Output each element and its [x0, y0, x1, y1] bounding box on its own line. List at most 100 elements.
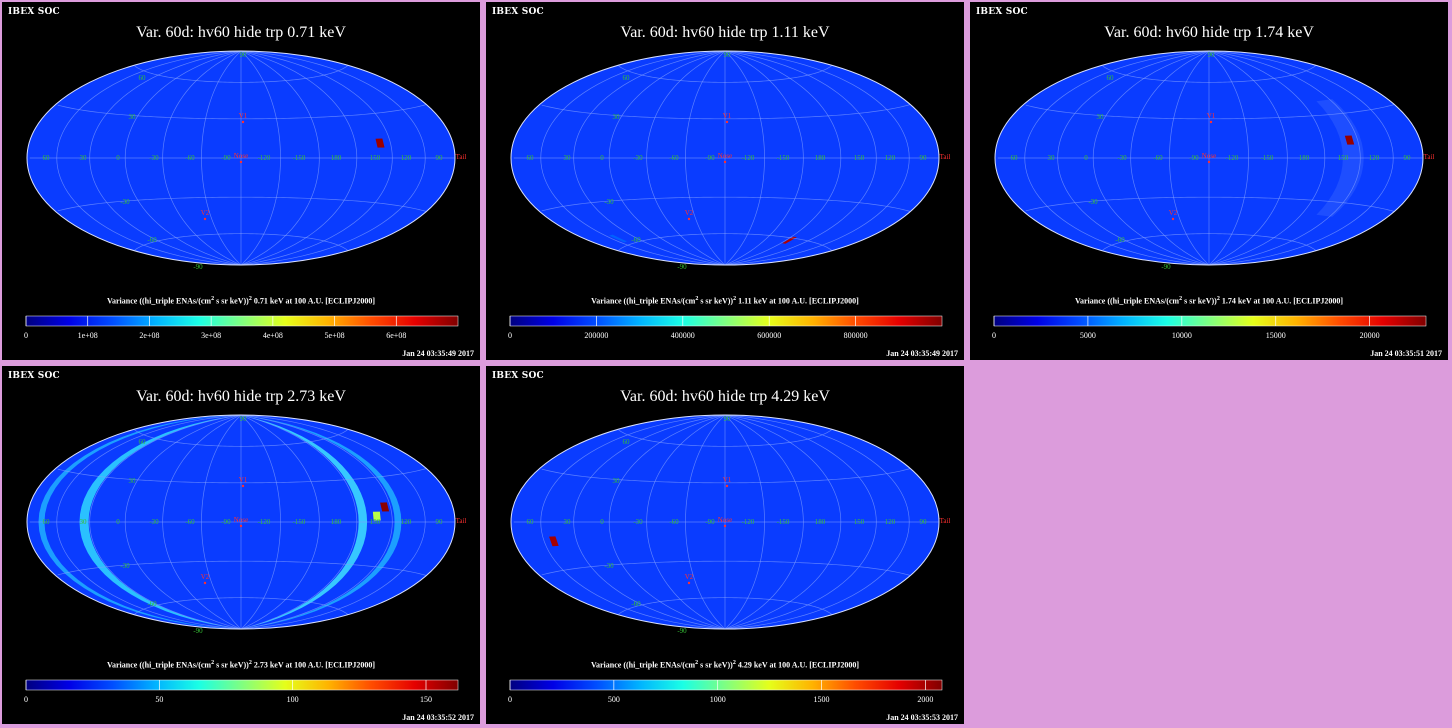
lat-tick-label: -60 [631, 236, 641, 244]
grid-parallel [541, 196, 911, 212]
lon-tick-label: 180 [1299, 154, 1310, 162]
colorbar-tick-label: 2e+08 [139, 331, 159, 340]
colorbar-tick-label: 50 [155, 695, 163, 704]
lat-tick-label: -60 [147, 600, 157, 608]
direction-label: Nose [234, 152, 248, 160]
colorbar [993, 315, 1427, 327]
colorbar-label: Variance ((hi_triple ENAs/(cm2 s sr keV)… [591, 296, 859, 306]
lat-tick-label: 30 [613, 113, 621, 121]
colorbar-tick-label: 0 [508, 695, 512, 704]
grid-parallel [618, 597, 833, 615]
map-outline [26, 414, 456, 630]
lon-tick-label: -60 [669, 154, 679, 162]
colorbar-label: Variance ((hi_triple ENAs/(cm2 s sr keV)… [1074, 296, 1344, 306]
lon-tick-label: 90 [1404, 154, 1412, 162]
lon-tick-label: -90 [705, 518, 715, 526]
colorbar-tick-label: 5e+08 [325, 331, 345, 340]
map-content [513, 51, 939, 265]
colorbar-tick-label: 0 [24, 695, 28, 704]
lat-tick-label: 90 [1208, 51, 1216, 59]
lon-tick-label: -60 [185, 154, 195, 162]
direction-label: Tail [1424, 153, 1435, 161]
map-outline [994, 50, 1424, 266]
lon-tick-label: 180 [815, 518, 826, 526]
map-content [29, 415, 455, 629]
lon-tick-label: -30 [633, 154, 643, 162]
lon-tick-label: 180 [331, 154, 342, 162]
colorbar-tick-label: 400000 [671, 331, 695, 340]
direction-label: Tail [456, 153, 467, 161]
colorbar-tick-label: 1e+08 [78, 331, 98, 340]
lon-tick-label: 30 [80, 518, 88, 526]
direction-label: V2 [685, 209, 694, 217]
app-label: IBEX SOC [492, 7, 544, 17]
colorbar-tick-label: 4e+08 [263, 331, 283, 340]
lat-tick-label: 90 [724, 51, 732, 59]
lon-tick-label: 0 [600, 518, 604, 526]
lon-tick-label: 0 [1084, 154, 1088, 162]
direction-marker [1209, 120, 1213, 124]
colorbar-tick-label: 3e+08 [201, 331, 221, 340]
lon-tick-label: -120 [258, 154, 271, 162]
lon-tick-label: -90 [221, 518, 231, 526]
colorbar-tick-label: 600000 [757, 331, 781, 340]
lon-tick-label: 150 [854, 518, 865, 526]
grid-parallel [134, 597, 349, 615]
panel-title: Var. 60d: hv60 hide trp 0.71 keV [136, 24, 346, 41]
colorbar-tick-label: 6e+08 [386, 331, 406, 340]
direction-marker [725, 120, 729, 124]
lon-tick-label: 0 [116, 518, 120, 526]
direction-marker [239, 160, 243, 164]
lat-tick-label: 60 [139, 438, 147, 446]
direction-marker [241, 484, 245, 488]
lon-tick-label: -30 [149, 518, 159, 526]
grid-parallel [134, 65, 349, 83]
colorbar-tick-label: 20000 [1360, 331, 1380, 340]
lon-tick-label: -60 [1153, 154, 1163, 162]
colorbar-tick-label: 500 [608, 695, 620, 704]
sky-map: 60 30 0 -30 -60 -90 -120 -150 180 150 120 90 60 30 -30… [992, 50, 1435, 340]
lat-tick-label: -90 [677, 263, 687, 271]
lon-tick-label: 60 [43, 518, 51, 526]
lat-tick-label: -30 [1088, 198, 1098, 206]
lon-tick-label: 120 [885, 518, 896, 526]
lat-tick-label: -30 [604, 562, 614, 570]
grid-parallel [1025, 104, 1395, 120]
direction-label: V2 [1169, 209, 1178, 217]
app-label: IBEX SOC [492, 371, 544, 381]
lon-tick-label: -60 [669, 518, 679, 526]
timestamp: Jan 24 03:35:52 2017 [402, 713, 474, 722]
app-label: IBEX SOC [8, 371, 60, 381]
colorbar-tick-label: 10000 [1172, 331, 1192, 340]
grid-parallel [1025, 196, 1395, 212]
hotspot-pixel [609, 234, 627, 243]
direction-label: Nose [718, 152, 732, 160]
map-content [513, 415, 939, 629]
lat-tick-label: 90 [240, 415, 248, 423]
lon-tick-label: 90 [920, 154, 928, 162]
panel-title: Var. 60d: hv60 hide trp 4.29 keV [620, 388, 830, 405]
lon-tick-label: 120 [401, 154, 412, 162]
grid-parallel [618, 233, 833, 251]
lon-tick-label: 120 [1369, 154, 1380, 162]
colorbar-tick-label: 150 [420, 695, 432, 704]
direction-marker [239, 524, 243, 528]
grid-parallel [134, 429, 349, 447]
direction-label: V2 [201, 209, 210, 217]
lon-tick-label: 90 [436, 518, 444, 526]
lat-tick-label: 30 [129, 113, 137, 121]
timestamp: Jan 24 03:35:53 2017 [886, 713, 958, 722]
lat-tick-label: -60 [147, 236, 157, 244]
emission-band [1316, 99, 1364, 217]
lat-tick-label: 30 [1097, 113, 1105, 121]
lon-tick-label: -60 [185, 518, 195, 526]
direction-marker [241, 120, 245, 124]
map-panel-0.71kev: 60 30 0 -30 -60 -90 -120 -150 180 150 120 90 60 30 -30… [2, 2, 480, 360]
colorbar [509, 679, 943, 691]
lat-tick-label: -90 [193, 627, 203, 635]
direction-label: Nose [1202, 152, 1216, 160]
hotspot-pixel [782, 236, 797, 244]
lon-tick-label: -90 [705, 154, 715, 162]
timestamp: Jan 24 03:35:49 2017 [402, 349, 474, 358]
lon-tick-label: 150 [370, 518, 381, 526]
